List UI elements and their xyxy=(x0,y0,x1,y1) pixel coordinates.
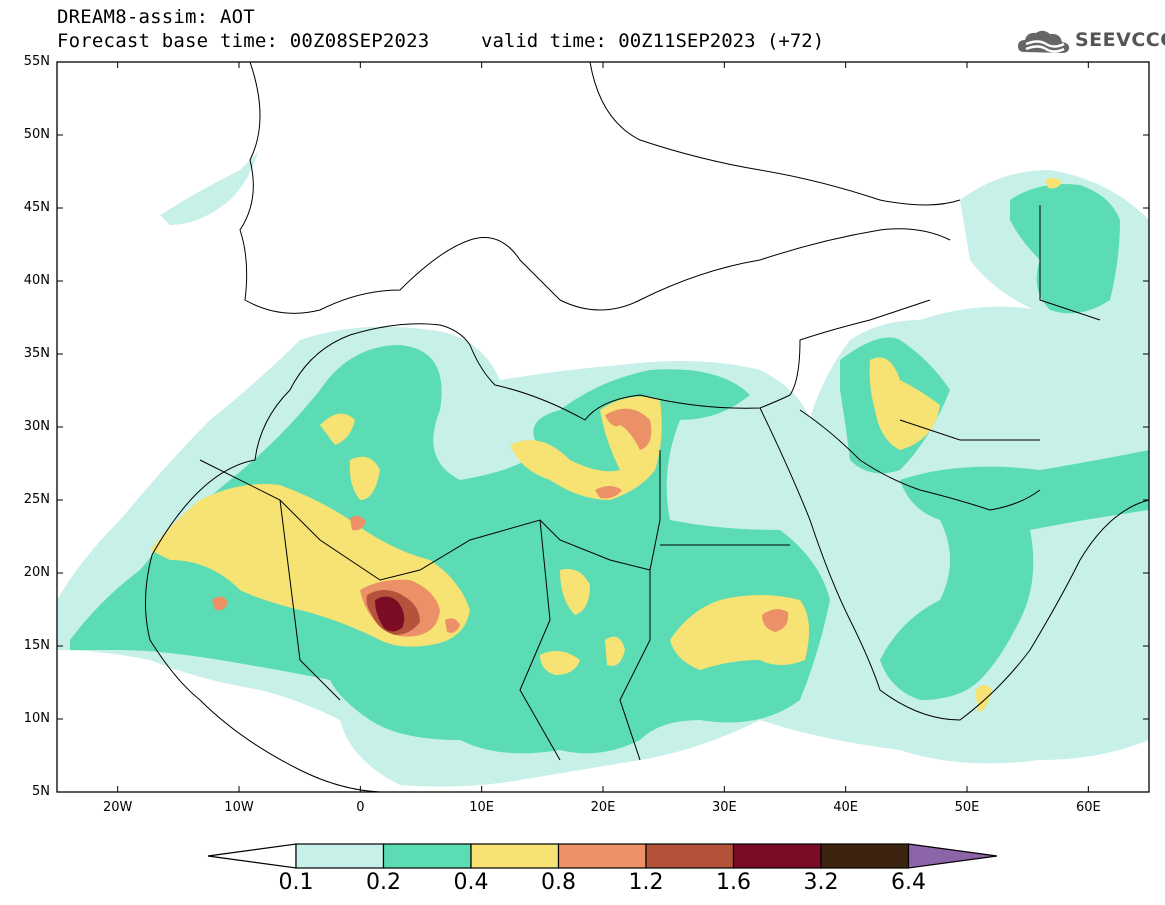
lon-tick-label: 20E xyxy=(590,800,616,815)
aot-field xyxy=(57,62,1149,792)
lat-tick-label: 10N xyxy=(23,711,50,726)
lat-tick-label: 25N xyxy=(23,492,50,507)
lat-tick-label: 35N xyxy=(23,346,50,361)
seevccc-logo-text: SEEVCCC xyxy=(1075,29,1165,51)
colorbar-label: 0.2 xyxy=(366,870,401,895)
valid-time: valid time: 00Z11SEP2023 (+72) xyxy=(481,30,825,52)
lon-tick-label: 50E xyxy=(954,800,980,815)
colorbar-over-triangle xyxy=(907,843,998,869)
lat-tick-label: 55N xyxy=(23,54,50,69)
lat-tick-label: 15N xyxy=(23,638,50,653)
lon-tick-label: 10E xyxy=(469,800,495,815)
lon-tick-label: 60E xyxy=(1075,800,1101,815)
colorbar-bin-1.6 xyxy=(732,843,822,869)
lat-tick-label: 20N xyxy=(23,565,50,580)
lat-tick-label: 5N xyxy=(32,784,50,799)
seevccc-cloud-icon xyxy=(1018,30,1070,53)
colorbar-label: 6.4 xyxy=(891,870,926,895)
colorbar-bin-1.2 xyxy=(645,843,735,869)
colorbar-label: 0.4 xyxy=(453,870,489,895)
map-title: DREAM8-assim: AOT xyxy=(57,6,255,28)
forecast-base-time: Forecast base time: 00Z08SEP2023 xyxy=(57,30,430,52)
colorbar-label: 1.2 xyxy=(628,870,664,895)
country-borders xyxy=(145,62,1149,792)
lat-tick-label: 50N xyxy=(23,127,50,142)
colorbar-bin-0.4 xyxy=(470,843,560,869)
lon-tick-label: 30E xyxy=(711,800,737,815)
colorbar-bin-3.2 xyxy=(820,843,910,869)
lon-tick-label: 20W xyxy=(102,800,133,815)
lat-tick-label: 30N xyxy=(23,419,50,434)
lon-tick-label: 40E xyxy=(833,800,859,815)
lon-tick-label: 10W xyxy=(224,800,254,815)
axis-ticks xyxy=(57,61,1149,793)
lat-tick-label: 40N xyxy=(23,273,50,288)
colorbar xyxy=(207,843,998,869)
colorbar-label: 1.6 xyxy=(716,870,751,895)
colorbar-label: 0.8 xyxy=(541,870,576,895)
colorbar-bin-0.8 xyxy=(557,843,647,869)
colorbar-label: 3.2 xyxy=(803,870,839,895)
lon-tick-label: 0 xyxy=(356,800,365,815)
colorbar-bin-0.1 xyxy=(295,843,385,869)
lat-tick-label: 45N xyxy=(23,200,50,215)
colorbar-bin-0.2 xyxy=(382,843,472,869)
aot-contour-1.6 xyxy=(375,596,405,632)
colorbar-label: 0.1 xyxy=(278,870,314,895)
colorbar-under-triangle xyxy=(207,843,297,869)
